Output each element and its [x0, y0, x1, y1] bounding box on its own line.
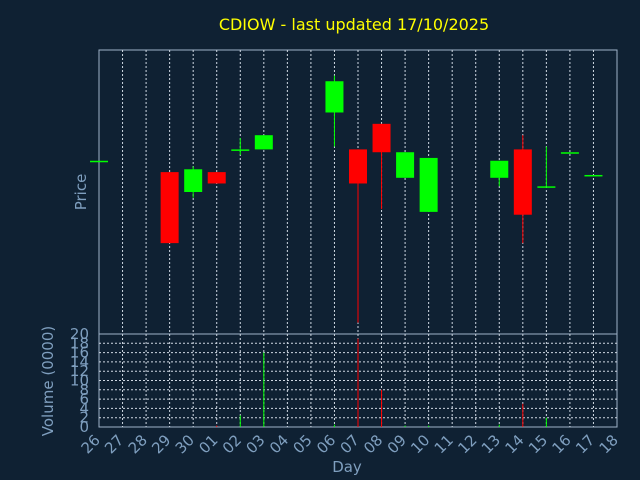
x-tick-label: 09 — [384, 431, 410, 457]
volume-tick-label: 0 — [79, 418, 89, 436]
candle-body — [396, 152, 415, 178]
candle-body — [513, 149, 532, 215]
volume-tick-label: 6 — [79, 390, 89, 408]
x-axis-ticks: 2627282930010203040506070809101112131415… — [78, 431, 622, 457]
candle — [184, 166, 203, 198]
x-tick-label: 03 — [242, 431, 268, 457]
candle — [231, 138, 250, 156]
volume-tick-label: 14 — [70, 353, 89, 371]
x-tick-label: 13 — [478, 431, 504, 457]
candle-body — [372, 123, 391, 153]
x-tick-label: 10 — [407, 431, 433, 457]
x-tick-label: 27 — [101, 431, 127, 457]
volume-tick-label: 8 — [79, 381, 89, 399]
candle-body — [231, 149, 250, 151]
x-tick-label: 17 — [572, 431, 598, 457]
volume-tick-label: 12 — [70, 362, 89, 380]
candle-body — [419, 157, 438, 212]
candle — [537, 146, 556, 188]
candle — [207, 172, 226, 184]
candle — [584, 174, 603, 177]
candle-body — [184, 169, 203, 192]
x-tick-label: 05 — [290, 431, 316, 457]
candle — [490, 160, 509, 187]
candle — [419, 157, 438, 212]
x-tick-label: 29 — [148, 431, 174, 457]
candle-body — [254, 135, 273, 150]
candle — [513, 135, 532, 244]
x-tick-label: 14 — [501, 431, 527, 457]
x-tick-label: 15 — [525, 431, 551, 457]
x-tick-label: 04 — [266, 431, 292, 457]
volume-tick-label: 20 — [70, 325, 89, 343]
candle-body — [490, 160, 509, 178]
candle-body — [207, 172, 226, 184]
volume-tick-label: 2 — [79, 409, 89, 427]
x-tick-label: 11 — [431, 431, 457, 457]
x-axis-label: Day — [332, 458, 362, 476]
x-tick-label: 02 — [219, 431, 245, 457]
candle-body — [560, 152, 579, 154]
price-axis-label: Price — [72, 174, 90, 211]
candle — [325, 75, 344, 147]
volume-axis-label: Volume (0000) — [39, 326, 57, 436]
x-tick-label: 06 — [313, 431, 339, 457]
candle — [396, 152, 415, 178]
volume-tick-label: 10 — [70, 372, 89, 390]
x-tick-label: 07 — [337, 431, 363, 457]
x-tick-label: 28 — [125, 431, 151, 457]
candle-body — [584, 174, 603, 177]
candle — [254, 135, 273, 150]
candle-body — [537, 186, 556, 188]
candle — [372, 123, 391, 210]
x-tick-label: 12 — [454, 431, 480, 457]
candle-body — [160, 172, 179, 244]
price-panel — [90, 49, 618, 335]
x-tick-label: 18 — [596, 431, 622, 457]
candle — [560, 152, 579, 154]
chart-title: CDIOW - last updated 17/10/2025 — [219, 15, 489, 34]
x-tick-label: 16 — [549, 431, 575, 457]
x-tick-label: 08 — [360, 431, 386, 457]
x-tick-label: 01 — [195, 431, 221, 457]
volume-tick-label: 4 — [79, 399, 89, 417]
volume-tick-label: 18 — [70, 334, 89, 352]
candle — [160, 172, 179, 244]
candle — [90, 160, 108, 163]
candle-body — [90, 160, 108, 163]
candle-body — [325, 81, 344, 113]
volume-tick-label: 16 — [70, 344, 89, 362]
candle-body — [349, 149, 367, 184]
candle — [349, 149, 367, 323]
x-tick-label: 30 — [172, 431, 198, 457]
